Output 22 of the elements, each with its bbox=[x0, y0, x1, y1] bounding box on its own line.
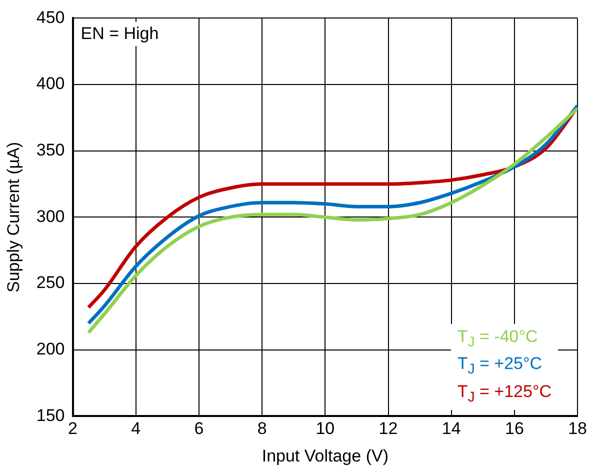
text: T$_{J}$ = +25°C bbox=[457, 353, 544, 380]
x-tick-label: 14 bbox=[442, 419, 461, 438]
x-tick-label: 10 bbox=[316, 419, 335, 438]
text: T$_{J}$ = -40°C bbox=[457, 326, 539, 352]
y-tick-label: 300 bbox=[36, 206, 65, 226]
x-tick-label: 16 bbox=[504, 419, 524, 438]
text: T$_{J}$ = +125°C bbox=[457, 380, 552, 408]
y-axis-title: Supply Current (µA) bbox=[4, 142, 23, 292]
y-tick-label: 150 bbox=[36, 406, 65, 425]
x-tick-label: 4 bbox=[131, 419, 141, 438]
x-tick-label: 12 bbox=[378, 419, 398, 438]
x-tick-label: 8 bbox=[257, 419, 267, 438]
y-tick-label: 200 bbox=[36, 340, 65, 359]
y-tick-label: 350 bbox=[36, 140, 65, 160]
annotation: EN = High bbox=[76, 22, 163, 46]
x-tick-label: 6 bbox=[194, 419, 204, 438]
y-tick-label: 250 bbox=[36, 273, 65, 292]
y-tick-label: 450 bbox=[36, 8, 65, 27]
x-axis-title: Input Voltage (V) bbox=[262, 446, 388, 466]
y-tick-label: 400 bbox=[36, 74, 65, 94]
x-tick-label: 18 bbox=[568, 419, 588, 438]
x-tick-label: 2 bbox=[68, 419, 78, 438]
